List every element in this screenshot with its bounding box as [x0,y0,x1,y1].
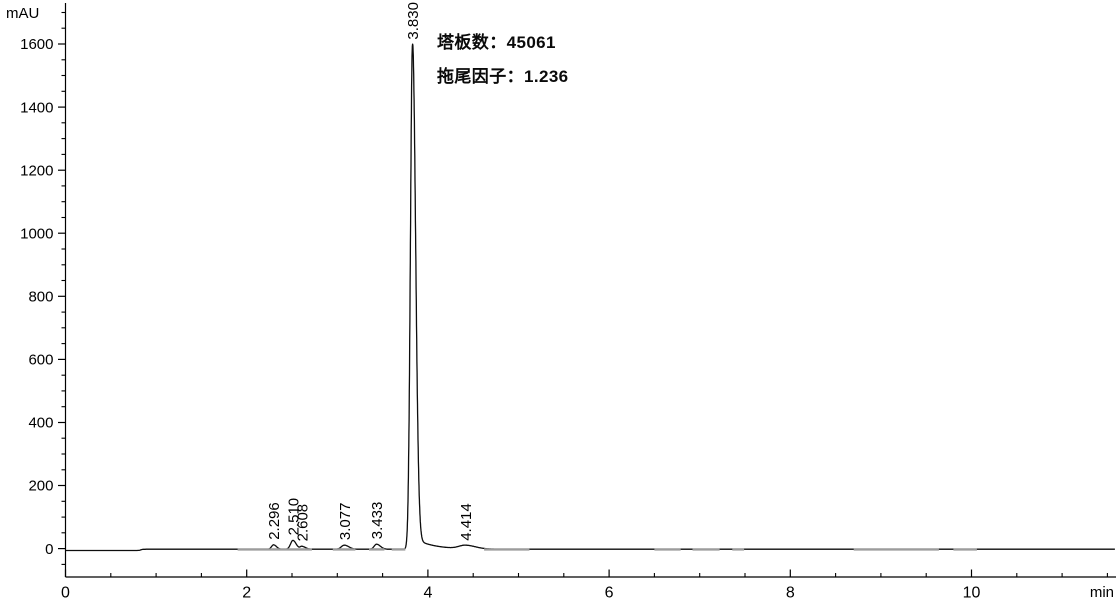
x-tick-label: 2 [242,585,251,602]
x-tick-label: 6 [605,585,614,602]
peak-rt-label: 2.510 [285,498,302,536]
x-axis-unit-label: min [1089,584,1114,601]
y-tick-label: 1400 [20,99,53,116]
tailing-factor-value: 1.236 [524,67,569,86]
tailing-factor-annotation: 拖尾因子：1.236 [437,66,569,87]
y-tick-label: 400 [28,415,53,432]
y-tick-label: 0 [45,541,53,558]
y-tick-label: 1000 [20,225,53,242]
plate-count-label: 塔板数： [437,33,507,52]
y-tick-label: 200 [28,478,53,495]
plate-count-annotation: 塔板数：45061 [437,32,569,53]
system-suitability-annotations: 塔板数：45061 拖尾因子：1.236 [437,32,569,100]
y-tick-label: 600 [28,352,53,369]
x-tick-label: 8 [786,585,795,602]
x-tick-label: 4 [423,585,432,602]
peak-rt-label: 3.433 [369,502,386,540]
y-axis-unit-label: mAU [6,5,40,22]
y-tick-label: 1200 [20,162,53,179]
peak-rt-label: 4.414 [458,503,475,541]
x-tick-label: 0 [61,585,70,602]
peak-rt-label: 2.296 [266,502,283,540]
plate-count-value: 45061 [506,33,556,52]
y-tick-label: 1600 [20,36,53,53]
chromatogram-trace [65,43,1115,552]
tailing-factor-label: 拖尾因子： [437,67,524,86]
peak-rt-label: 3.830 [405,2,422,40]
peak-rt-label: 3.077 [337,503,354,541]
peak-rt-label: 2.608 [294,504,311,542]
x-tick-label: 10 [963,585,981,602]
y-tick-label: 800 [28,289,53,306]
